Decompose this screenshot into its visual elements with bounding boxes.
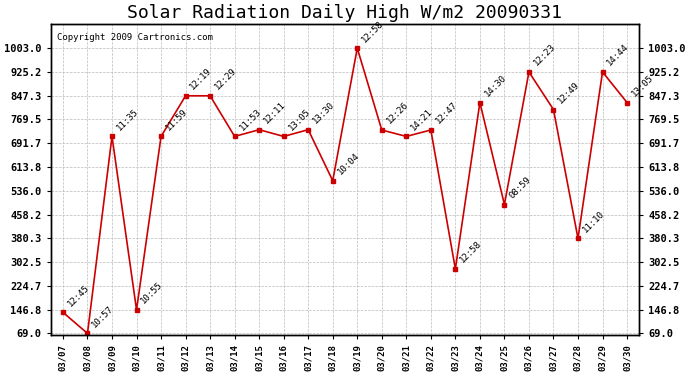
Text: 12:58: 12:58 [458, 239, 484, 265]
Text: 10:57: 10:57 [90, 304, 116, 329]
Text: 12:23: 12:23 [532, 42, 557, 68]
Text: 13:05: 13:05 [630, 73, 656, 98]
Text: 12:11: 12:11 [262, 100, 287, 126]
Text: 11:35: 11:35 [115, 107, 140, 132]
Text: Copyright 2009 Cartronics.com: Copyright 2009 Cartronics.com [57, 33, 213, 42]
Text: 11:59: 11:59 [164, 107, 189, 132]
Text: 12:58: 12:58 [360, 19, 386, 44]
Text: 14:21: 14:21 [409, 107, 435, 132]
Text: 11:10: 11:10 [581, 209, 606, 234]
Text: 12:47: 12:47 [433, 100, 459, 126]
Text: 12:49: 12:49 [556, 80, 582, 105]
Text: 10:04: 10:04 [335, 151, 361, 177]
Text: 14:30: 14:30 [483, 73, 508, 98]
Text: 11:53: 11:53 [237, 107, 263, 132]
Text: 13:30: 13:30 [311, 100, 336, 126]
Text: 12:29: 12:29 [213, 66, 238, 92]
Text: 14:44: 14:44 [605, 42, 631, 68]
Text: 12:45: 12:45 [66, 283, 91, 308]
Text: 12:26: 12:26 [384, 100, 410, 126]
Text: 10:55: 10:55 [139, 280, 165, 306]
Text: 12:19: 12:19 [188, 66, 214, 92]
Title: Solar Radiation Daily High W/m2 20090331: Solar Radiation Daily High W/m2 20090331 [128, 4, 562, 22]
Text: 08:59: 08:59 [507, 175, 533, 200]
Text: 13:05: 13:05 [286, 107, 312, 132]
